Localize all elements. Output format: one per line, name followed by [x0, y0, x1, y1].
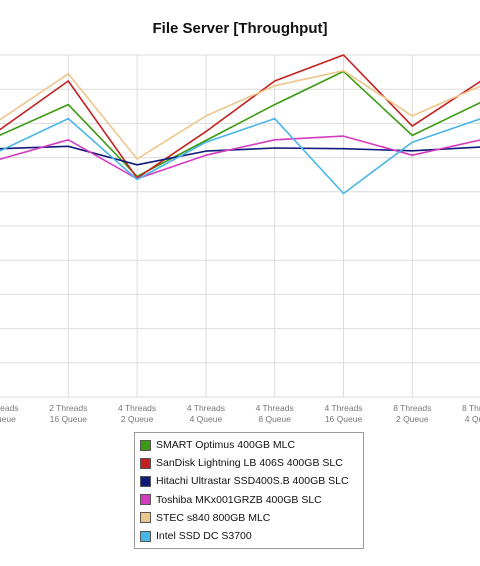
x-tick-label-0-0: 2 Threads	[0, 403, 19, 413]
legend-swatch	[140, 494, 151, 506]
legend-item-3: Toshiba MKx001GRZB 400GB SLC	[135, 491, 363, 509]
legend: SMART Optimus 400GB MLC SanDisk Lightning…	[134, 432, 364, 550]
x-tick-label-2-1: 2 Queue	[121, 414, 154, 424]
series-layer	[0, 54, 480, 195]
x-tick-label-0-1: 8 Queue	[0, 414, 16, 424]
legend-label: Toshiba MKx001GRZB 400GB SLC	[156, 493, 322, 506]
x-tick-label-4-0: 4 Threads	[256, 403, 294, 413]
x-tick-label-5-1: 16 Queue	[325, 414, 363, 424]
x-tick-label-5-0: 4 Threads	[324, 403, 362, 413]
legend-label: SMART Optimus 400GB MLC	[156, 439, 296, 452]
legend-label: Intel SSD DC S3700	[156, 530, 252, 543]
legend-label: STEC s840 800GB MLC	[156, 511, 271, 524]
legend-swatch	[140, 457, 151, 469]
x-tick-label-6-0: 8 Threads	[393, 403, 431, 413]
x-tick-label-6-1: 2 Queue	[396, 414, 429, 424]
x-tick-label-4-1: 8 Queue	[258, 414, 291, 424]
legend-swatch	[140, 530, 151, 542]
series-line-1	[0, 54, 480, 179]
series-line-5	[0, 117, 480, 195]
legend-swatch	[140, 439, 151, 451]
legend-swatch	[140, 475, 151, 487]
legend-item-4: STEC s840 800GB MLC	[135, 509, 363, 527]
legend-label: SanDisk Lightning LB 406S 400GB SLC	[156, 457, 343, 470]
x-tick-label-3-1: 4 Queue	[190, 414, 223, 424]
x-tick-label-1-0: 2 Threads	[49, 403, 87, 413]
x-tick-label-3-0: 4 Threads	[187, 403, 225, 413]
x-tick-label-7-1: 4 Queue	[465, 414, 480, 424]
legend-item-1: SanDisk Lightning LB 406S 400GB SLC	[135, 454, 363, 472]
legend-item-2: Hitachi Ultrastar SSD400S.B 400GB SLC	[135, 472, 363, 490]
x-tick-label-1-1: 16 Queue	[50, 414, 88, 424]
legend-item-5: Intel SSD DC S3700	[135, 527, 363, 545]
x-tick-label-2-0: 4 Threads	[118, 403, 156, 413]
series-line-2	[0, 145, 480, 166]
legend-item-0: SMART Optimus 400GB MLC	[135, 436, 363, 454]
x-tick-label-7-0: 8 Threads	[462, 403, 480, 413]
legend-swatch	[140, 512, 151, 524]
chart-title: File Server [Throughput]	[152, 20, 328, 37]
series-line-3	[0, 135, 480, 180]
legend-label: Hitachi Ultrastar SSD400S.B 400GB SLC	[156, 475, 349, 488]
series-line-4	[0, 69, 480, 160]
